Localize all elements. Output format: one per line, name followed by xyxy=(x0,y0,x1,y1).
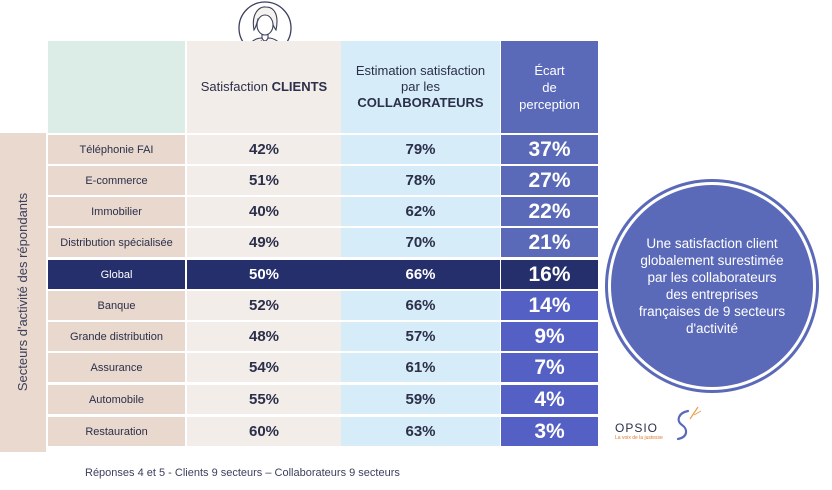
header-satisfaction-clients: Satisfaction CLIENTS xyxy=(187,41,341,133)
logo-tagline: La voix de la justesse xyxy=(615,435,663,441)
row-label: Téléphonie FAI xyxy=(48,135,185,166)
ecart-value: 16% xyxy=(501,260,598,291)
estimation-collab-value: 66% xyxy=(341,291,500,322)
satisfaction-clients-value: 49% xyxy=(187,228,341,259)
table-row: Assurance 54% 61% 7% xyxy=(48,353,598,384)
table-row: Téléphonie FAI 42% 79% 37% xyxy=(48,135,598,166)
estimation-collab-value: 62% xyxy=(341,197,500,228)
table-row: Distribution spécialisée 49% 70% 21% xyxy=(48,228,598,259)
header-col3-line1: Écart xyxy=(534,62,565,78)
ecart-value: 37% xyxy=(501,135,598,166)
satisfaction-clients-value: 50% xyxy=(187,260,341,291)
estimation-collab-value: 66% xyxy=(341,260,500,291)
row-label: Global xyxy=(48,260,185,291)
row-label: E-commerce xyxy=(48,166,185,197)
header-col3-line3: perception xyxy=(519,96,580,112)
header-col2-prefix: par les xyxy=(400,79,441,94)
satisfaction-clients-value: 54% xyxy=(187,353,341,384)
estimation-collab-value: 61% xyxy=(341,353,500,384)
estimation-collab-value: 79% xyxy=(341,135,500,166)
satisfaction-clients-value: 55% xyxy=(187,385,341,416)
row-label: Banque xyxy=(48,291,185,322)
ecart-value: 4% xyxy=(501,385,598,416)
row-label: Assurance xyxy=(48,353,185,384)
ecart-value: 3% xyxy=(501,417,598,448)
side-label: Secteurs d'activité des répondants xyxy=(15,192,30,392)
callout-circle: Une satisfaction client globalement sure… xyxy=(611,185,813,387)
ecart-value: 22% xyxy=(501,197,598,228)
header-col3-line2: de xyxy=(542,79,557,95)
ecart-value: 7% xyxy=(501,353,598,384)
row-label: Automobile xyxy=(48,385,185,416)
footer-note: Réponses 4 et 5 - Clients 9 secteurs – C… xyxy=(85,467,400,479)
row-label: Grande distribution xyxy=(48,322,185,353)
estimation-collab-value: 70% xyxy=(341,228,500,259)
estimation-collab-value: 59% xyxy=(341,385,500,416)
header-estimation-collaborateurs: Estimation satisfaction par les COLLABOR… xyxy=(341,41,500,133)
header-col2-line1: Estimation satisfaction xyxy=(355,63,486,78)
table-row: Grande distribution 48% 57% 9% xyxy=(48,322,598,353)
callout-text: Une satisfaction client globalement sure… xyxy=(638,236,786,336)
estimation-collab-value: 57% xyxy=(341,322,500,353)
table-row: Banque 52% 66% 14% xyxy=(48,291,598,322)
satisfaction-clients-value: 48% xyxy=(187,322,341,353)
table-row: Automobile 55% 59% 4% xyxy=(48,385,598,416)
header-corner xyxy=(48,41,185,133)
table-row: Restauration 60% 63% 3% xyxy=(48,417,598,448)
satisfaction-clients-value: 40% xyxy=(187,197,341,228)
header-ecart-perception: Écart de perception xyxy=(501,41,598,133)
estimation-collab-value: 63% xyxy=(341,417,500,448)
satisfaction-clients-value: 52% xyxy=(187,291,341,322)
header-col1-text: Satisfaction xyxy=(200,79,272,94)
row-label: Immobilier xyxy=(48,197,185,228)
header-col1-bold: CLIENTS xyxy=(271,79,328,94)
row-label: Distribution spécialisée xyxy=(48,228,185,259)
ecart-value: 9% xyxy=(501,322,598,353)
ecart-value: 21% xyxy=(501,228,598,259)
table-row: E-commerce 51% 78% 27% xyxy=(48,166,598,197)
table-row-global: Global 50% 66% 16% xyxy=(48,259,598,291)
satisfaction-clients-value: 60% xyxy=(187,417,341,448)
table-row: Immobilier 40% 62% 22% xyxy=(48,197,598,228)
header-col2-bold: COLLABORATEURS xyxy=(357,95,484,110)
estimation-collab-value: 78% xyxy=(341,166,500,197)
opsio-logo-icon xyxy=(676,406,702,441)
side-rail xyxy=(0,133,46,452)
ecart-value: 14% xyxy=(501,291,598,322)
logo-name: OPSIO xyxy=(615,421,659,435)
satisfaction-clients-value: 51% xyxy=(187,166,341,197)
ecart-value: 27% xyxy=(501,166,598,197)
row-label: Restauration xyxy=(48,417,185,448)
satisfaction-clients-value: 42% xyxy=(187,135,341,166)
